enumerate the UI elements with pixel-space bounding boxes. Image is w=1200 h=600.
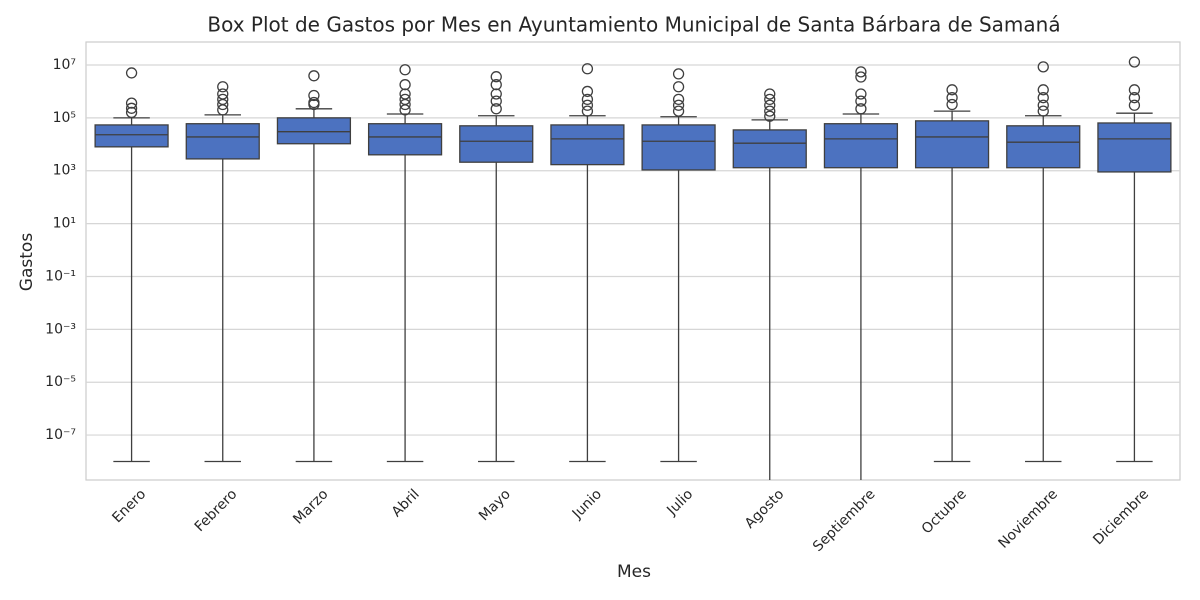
outlier bbox=[1128, 84, 1141, 96]
outlier bbox=[946, 92, 958, 104]
x-tick-label: Septiembre bbox=[810, 486, 879, 555]
outlier bbox=[217, 98, 229, 111]
outlier bbox=[672, 105, 685, 117]
box bbox=[914, 120, 990, 169]
x-tick-label: Mayo bbox=[476, 486, 514, 524]
x-tick-label: Noviembre bbox=[996, 486, 1061, 551]
x-tick-label: Junio bbox=[569, 486, 605, 522]
box bbox=[823, 123, 899, 169]
outlier bbox=[1037, 84, 1049, 96]
box bbox=[550, 124, 625, 166]
chart-title: Box Plot de Gastos por Mes en Ayuntamien… bbox=[207, 13, 1060, 37]
outlier bbox=[1128, 56, 1141, 68]
outlier bbox=[125, 67, 138, 79]
outlier bbox=[764, 105, 776, 117]
box bbox=[1006, 125, 1081, 169]
outlier bbox=[946, 84, 958, 96]
outlier bbox=[217, 104, 229, 116]
y-tick-label: 10⁻¹ bbox=[45, 268, 76, 284]
outlier bbox=[581, 63, 594, 75]
outlier bbox=[581, 105, 594, 117]
outlier bbox=[490, 71, 502, 83]
box bbox=[94, 124, 169, 148]
outlier bbox=[581, 85, 594, 98]
outlier bbox=[399, 98, 411, 111]
outlier bbox=[581, 99, 594, 111]
outlier bbox=[672, 99, 685, 111]
x-tick-label: Enero bbox=[109, 486, 149, 526]
outlier bbox=[399, 104, 411, 116]
outlier bbox=[764, 93, 776, 106]
x-tick-label: Febrero bbox=[192, 486, 241, 535]
outlier bbox=[1128, 99, 1141, 111]
outlier bbox=[1037, 99, 1049, 111]
y-tick-label: 10⁻³ bbox=[45, 321, 76, 337]
y-tick-label: 10¹ bbox=[53, 216, 76, 232]
box bbox=[276, 117, 352, 145]
x-tick-label: Marzo bbox=[290, 486, 331, 527]
outlier bbox=[672, 81, 685, 93]
x-tick-label: Diciembre bbox=[1090, 486, 1152, 548]
outlier bbox=[855, 71, 867, 83]
outlier bbox=[672, 93, 685, 106]
box bbox=[641, 124, 716, 171]
outlier bbox=[946, 98, 958, 111]
plot-area bbox=[85, 41, 1181, 481]
outlier bbox=[125, 106, 138, 119]
outlier bbox=[125, 97, 138, 109]
outlier bbox=[1037, 92, 1049, 104]
outlier bbox=[764, 88, 776, 100]
box bbox=[367, 123, 443, 156]
outlier bbox=[855, 88, 867, 100]
outlier bbox=[308, 98, 320, 111]
outlier bbox=[399, 79, 411, 91]
outlier bbox=[855, 66, 867, 78]
box bbox=[459, 125, 534, 163]
box bbox=[732, 129, 807, 169]
outlier bbox=[581, 93, 594, 106]
outlier bbox=[855, 103, 867, 115]
y-axis-label: Gastos bbox=[17, 233, 37, 292]
outlier bbox=[490, 103, 502, 115]
outlier bbox=[308, 89, 320, 102]
marks bbox=[94, 56, 1172, 480]
outlier bbox=[490, 79, 502, 91]
x-tick-label: Agosto bbox=[742, 486, 788, 532]
outlier bbox=[217, 81, 229, 93]
y-tick-label: 10⁻⁵ bbox=[45, 374, 76, 390]
x-tick-label: Julio bbox=[663, 486, 696, 519]
y-tick-label: 10⁻⁷ bbox=[45, 427, 76, 443]
y-tick-label: 10³ bbox=[53, 163, 76, 179]
grid bbox=[86, 64, 1180, 436]
outlier bbox=[1128, 92, 1141, 104]
outlier bbox=[855, 95, 867, 107]
outlier bbox=[490, 88, 502, 100]
outlier bbox=[764, 110, 776, 122]
outlier bbox=[672, 68, 685, 80]
x-tick-label: Abril bbox=[389, 486, 423, 520]
outlier bbox=[1037, 105, 1049, 117]
x-tick-label: Octubre bbox=[919, 486, 970, 537]
y-tick-label: 10⁷ bbox=[53, 57, 76, 73]
box bbox=[1097, 122, 1172, 173]
outlier bbox=[1037, 61, 1049, 73]
outlier bbox=[490, 95, 502, 107]
outlier bbox=[308, 70, 320, 82]
outlier bbox=[125, 102, 138, 114]
outlier bbox=[764, 99, 776, 111]
outlier bbox=[399, 64, 411, 76]
y-tick-label: 10⁵ bbox=[53, 110, 76, 126]
box bbox=[185, 123, 260, 160]
x-axis-label: Mes bbox=[617, 562, 651, 582]
